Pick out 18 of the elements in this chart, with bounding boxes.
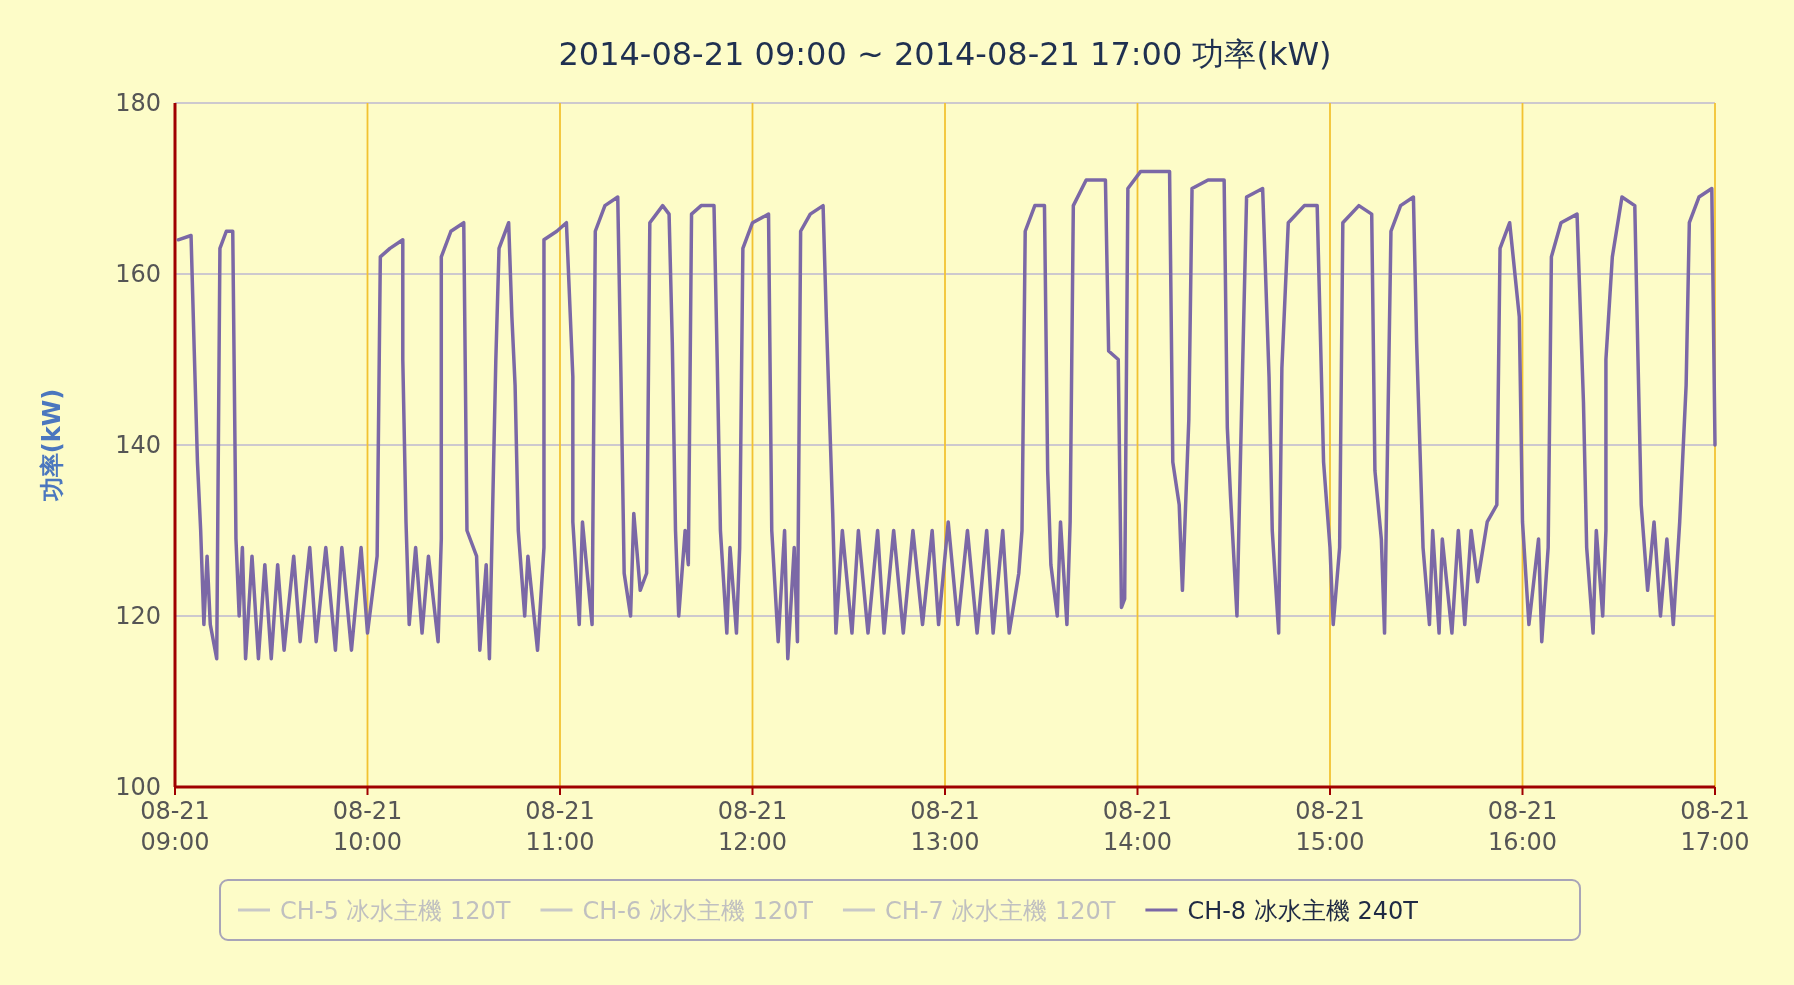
x-tick-label: 08-21 15:00 — [1295, 797, 1365, 856]
x-tick-label: 08-21 11:00 — [525, 797, 595, 856]
legend-label: CH-8 冰水主機 240T — [1187, 897, 1419, 925]
x-tick-label: 08-21 12:00 — [717, 797, 788, 856]
legend-label: CH-6 冰水主機 120T — [582, 897, 814, 925]
x-tick-label: 08-21 16:00 — [1487, 797, 1558, 856]
x-tick-label: 08-21 13:00 — [910, 797, 980, 856]
x-tick-label: 08-21 17:00 — [1680, 797, 1750, 856]
y-axis-title: 功率(kW) — [38, 388, 66, 503]
y-tick-label: 140 — [115, 431, 161, 459]
y-tick-label: 180 — [115, 89, 161, 117]
legend-label: CH-5 冰水主機 120T — [280, 897, 511, 925]
chart-title: 2014-08-21 09:00 ~ 2014-08-21 17:00 功率(kW) — [558, 35, 1332, 73]
y-tick-label: 120 — [115, 602, 161, 630]
legend-label: CH-7 冰水主機 120T — [884, 897, 1116, 925]
x-tick-label: 08-21 14:00 — [1102, 797, 1173, 856]
y-tick-label: 160 — [115, 260, 161, 288]
x-tick-label: 08-21 10:00 — [332, 797, 403, 856]
